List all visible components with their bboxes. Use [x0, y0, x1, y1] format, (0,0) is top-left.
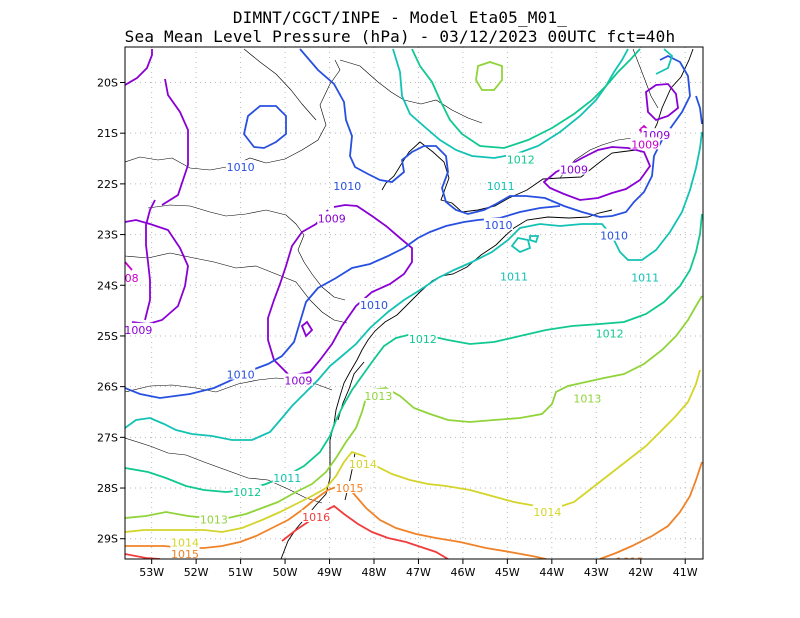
isobar-label: 1015 [170, 546, 200, 561]
isobar-label: 1012 [408, 331, 438, 346]
map-frame [124, 46, 704, 560]
y-tick-label: 23S [97, 229, 118, 242]
isobar-label: 1011 [630, 270, 660, 285]
isobar-label-text: 1011 [500, 271, 528, 284]
isobar-label: 1014 [532, 504, 562, 519]
isobar-label: 1009 [283, 373, 313, 388]
y-tick-label: 29S [97, 533, 118, 546]
isobar-label-text: 1010 [600, 230, 628, 243]
isobar-label: 1014 [348, 457, 378, 471]
isobar-label-text: 1013 [573, 392, 601, 405]
isobar-label-text: 1015 [171, 548, 199, 561]
isobar-label-text: 1011 [487, 180, 515, 193]
isobar-label: 1009 [559, 162, 589, 177]
isobar-label: 1012 [232, 485, 262, 499]
isobar-label-text: 1013 [364, 390, 392, 403]
isobar-label: 1009 [630, 137, 660, 151]
isobar-label: 1009 [317, 211, 347, 225]
x-tick-label: 50W [273, 566, 298, 579]
isobar-label: 1010 [639, 29, 668, 43]
isobar-label: 1013 [572, 391, 602, 405]
y-tick-label: 24S [97, 279, 118, 292]
isobar-label: 1015 [334, 481, 365, 495]
isobar-label-text: 1014 [171, 536, 199, 549]
isobar-label: 1010 [599, 228, 629, 243]
isobar-label: 1011 [272, 470, 302, 485]
x-tick-label: 52W [184, 566, 209, 579]
isobar-label-text: 1014 [349, 458, 377, 471]
x-tick-label: 42W [628, 566, 653, 579]
isobar-label-text: 1009 [284, 375, 312, 388]
x-tick-label: 41W [673, 566, 698, 579]
y-tick-label: 26S [97, 381, 118, 394]
isobar-label-text: 1015 [336, 482, 364, 495]
isobar-label-text: 1010 [360, 299, 388, 312]
x-tick-label: 45W [495, 566, 520, 579]
isobar-label-text: 1010 [333, 180, 361, 193]
y-tick-label: 25S [97, 330, 118, 343]
isobar-label: 1013 [363, 388, 394, 403]
state-borders [125, 48, 659, 504]
isobar-label-text: 1009 [124, 324, 152, 337]
isobar-label-text: 1016 [302, 511, 330, 524]
x-tick-label: 47W [406, 566, 431, 579]
isobar-label: 1012 [506, 152, 536, 167]
isobar-label-text: 1012 [507, 154, 535, 167]
isobar-label-text: 08 [125, 272, 139, 285]
isobar-label-text: 1014 [533, 506, 561, 519]
isobar-label-text: 1009 [631, 138, 659, 151]
isobar-label: 08 [125, 271, 140, 285]
isobar-label: 1009 [124, 322, 153, 337]
isobar-label: 1012 [595, 326, 625, 340]
x-tick-label: 48W [362, 566, 387, 579]
isobar-label: 1010 [226, 160, 256, 174]
isobar-label: 1010 [332, 178, 362, 193]
isobar-label-text: 1009 [318, 212, 346, 225]
isobar-label: 1010 [483, 217, 514, 232]
isobar-lines [125, 48, 703, 559]
map-axes: 53W 52W 51W 50W 49W 48W 47W 46W 45W 44W 43W 42W 41W 2… [97, 76, 698, 579]
isobar-label-text: 1012 [409, 333, 437, 346]
isobar-label-text: 1011 [631, 272, 659, 285]
isobar-label-text: 1009 [560, 164, 588, 177]
y-tick-label: 20S [97, 76, 118, 89]
map-grid [125, 47, 703, 559]
y-tick-label: 22S [97, 178, 118, 191]
isobar-label-text: 1013 [200, 513, 228, 526]
x-tick-label: 51W [228, 566, 253, 579]
isobar-label: 1015 [615, 554, 645, 569]
chart-title-line1: DIMNT/CGCT/INPE - Model Eta05_M01_ [232, 8, 568, 27]
x-tick-label: 53W [139, 566, 164, 579]
isobar-label: 1011 [499, 269, 529, 284]
isobar-label: 1014 [170, 535, 200, 549]
isobar-label-text: 1012 [596, 327, 624, 340]
x-tick-label: 43W [584, 566, 609, 579]
x-tick-label: 46W [450, 566, 475, 579]
isobar-label-text: 1012 [233, 486, 261, 499]
y-tick-label: 27S [97, 431, 118, 444]
y-tick-label: 21S [97, 127, 118, 140]
isobar-label: 1016 [301, 509, 331, 524]
isobar-label: 1010 [226, 367, 256, 381]
isobar-label-text: 1015 [616, 556, 644, 569]
isobar-label: 1010 [359, 298, 389, 312]
isobar-labels: 1010 1010 1010 1010 1010 1010 1010 1009 1009 1009… [124, 29, 671, 569]
isobar-label-text: 1010 [227, 161, 255, 174]
isobar-label: 1013 [199, 512, 229, 526]
y-tick-label: 28S [97, 482, 118, 495]
isobar-label: 1011 [486, 178, 516, 193]
isobar-label-text: 1011 [273, 472, 301, 485]
isobar-label-text: 1010 [484, 219, 512, 232]
isobar-label-text: 1010 [227, 368, 255, 381]
isobar-label-text: 1010 [640, 30, 668, 43]
x-tick-label: 44W [539, 566, 564, 579]
chart-title-line2: Sea Mean Level Pressure (hPa) - 03/12/20… [124, 27, 676, 46]
x-tick-label: 49W [317, 566, 342, 579]
